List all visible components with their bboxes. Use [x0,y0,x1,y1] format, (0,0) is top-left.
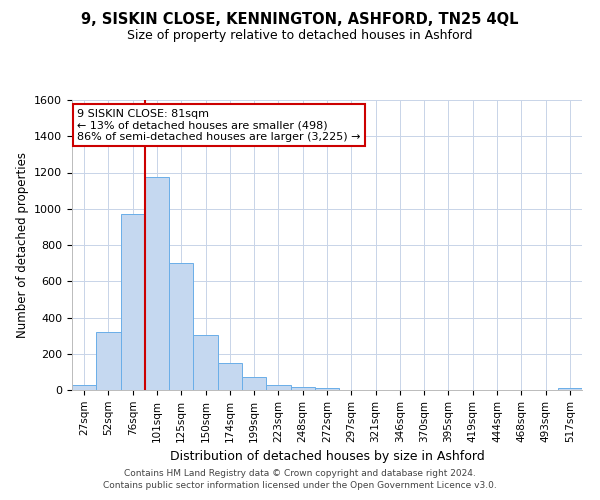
Bar [266,386,290,390]
Bar [121,214,145,390]
X-axis label: Distribution of detached houses by size in Ashford: Distribution of detached houses by size … [170,450,484,463]
Bar [218,363,242,390]
Bar [169,263,193,390]
Text: Contains public sector information licensed under the Open Government Licence v3: Contains public sector information licen… [103,481,497,490]
Bar [315,388,339,390]
Text: 9, SISKIN CLOSE, KENNINGTON, ASHFORD, TN25 4QL: 9, SISKIN CLOSE, KENNINGTON, ASHFORD, TN… [81,12,519,28]
Bar [96,332,121,390]
Text: Contains HM Land Registry data © Crown copyright and database right 2024.: Contains HM Land Registry data © Crown c… [124,468,476,477]
Bar [72,384,96,390]
Bar [193,334,218,390]
Bar [290,388,315,390]
Bar [558,388,582,390]
Y-axis label: Number of detached properties: Number of detached properties [16,152,29,338]
Text: 9 SISKIN CLOSE: 81sqm
← 13% of detached houses are smaller (498)
86% of semi-det: 9 SISKIN CLOSE: 81sqm ← 13% of detached … [77,108,361,142]
Bar [242,378,266,390]
Text: Size of property relative to detached houses in Ashford: Size of property relative to detached ho… [127,29,473,42]
Bar [145,177,169,390]
